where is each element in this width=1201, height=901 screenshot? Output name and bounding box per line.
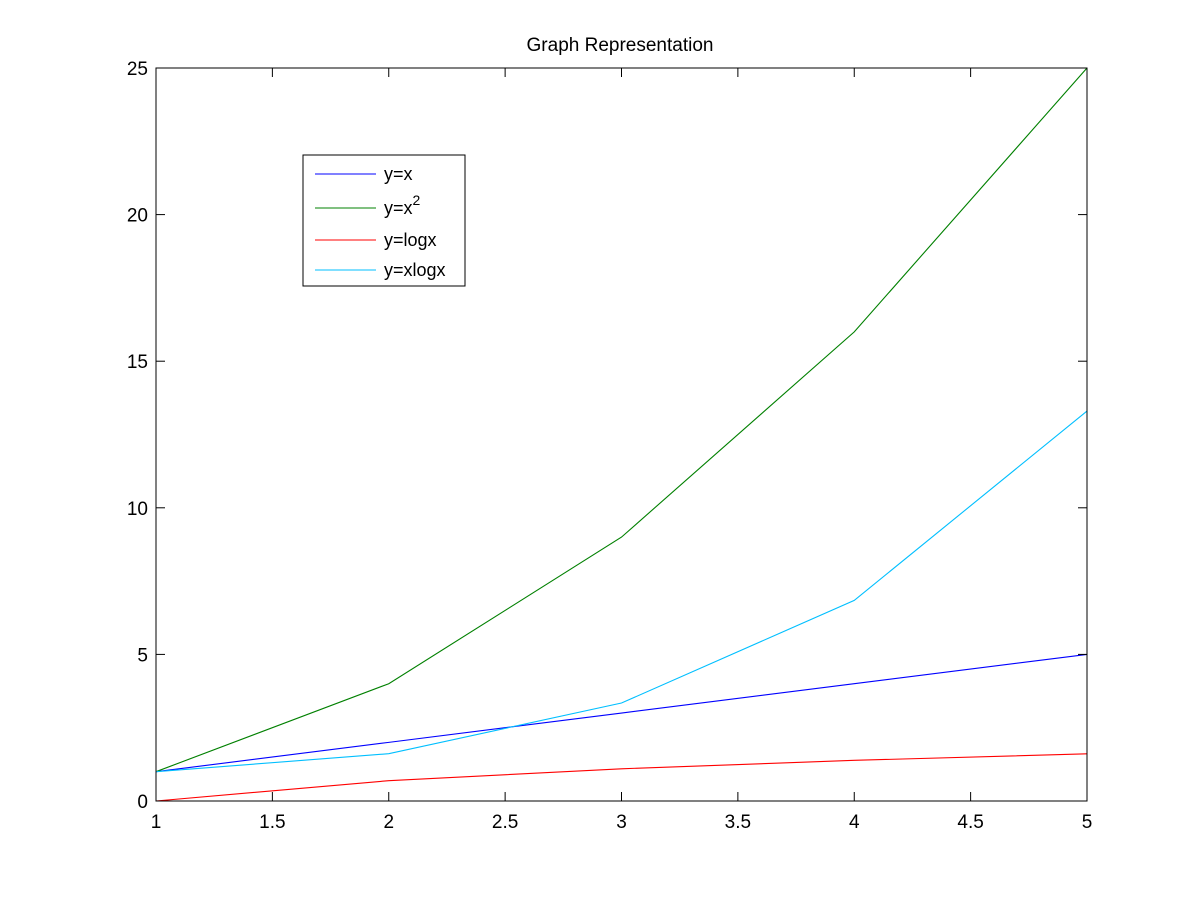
y-tick-label: 25	[127, 59, 148, 80]
series-line-3	[155, 753, 1088, 802]
x-tick-label: 1	[151, 812, 162, 833]
ticks-layer: 1 1.5 2 2.5 3 3.5 4 4.5 5 0 5 10 15 20 25	[127, 59, 1092, 833]
series-line-2	[155, 67, 1088, 773]
axes-layer	[155, 67, 1088, 802]
y-tick-label: 15	[127, 352, 148, 373]
y-tick-label: 20	[127, 206, 148, 227]
legend-box	[302, 154, 466, 287]
legend-label-2: y=x2	[384, 192, 421, 218]
chart-title: Graph Representation	[527, 35, 714, 56]
legend-label-text: y=xlogx	[384, 260, 446, 280]
x-tick-label: 2	[383, 812, 394, 833]
legend-label-3: y=logx	[384, 230, 437, 250]
x-tick-label: 3.5	[725, 812, 751, 833]
series-line-4	[155, 410, 1088, 773]
legend-label-text: y=x	[384, 164, 413, 184]
series-line-1	[155, 653, 1088, 773]
axes-frame	[155, 67, 1088, 802]
legend-label-text: y=logx	[384, 230, 437, 250]
x-tick-label: 4	[849, 812, 860, 833]
legend-label-superscript: 2	[413, 192, 421, 208]
y-tick-label: 5	[137, 645, 148, 666]
x-tick-label: 4.5	[957, 812, 983, 833]
legend-label-1: y=x	[384, 164, 413, 184]
y-tick-label: 10	[127, 499, 148, 520]
x-tick-label: 2.5	[492, 812, 518, 833]
series-layer	[155, 67, 1088, 802]
legend-label-4: y=xlogx	[384, 260, 446, 280]
x-tick-label: 3	[616, 812, 627, 833]
x-tick-label: 5	[1082, 812, 1093, 833]
legend-label-text: y=x	[384, 198, 413, 218]
y-tick-label: 0	[137, 792, 148, 813]
x-tick-label: 1.5	[259, 812, 285, 833]
